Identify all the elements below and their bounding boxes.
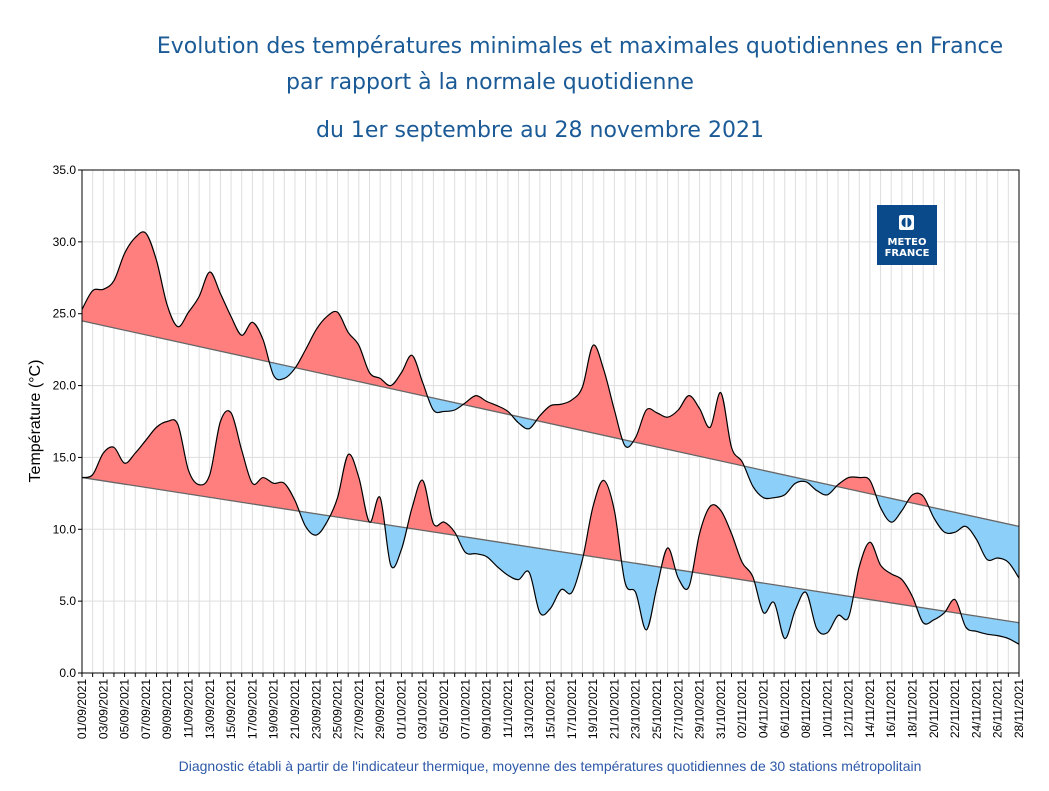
meteo-france-logo: METEO FRANCE [877, 205, 937, 265]
x-axis: 01/09/2021 03/09/2021 05/09/2021 07/09/2021… [75, 673, 1026, 739]
grid [81, 169, 1020, 674]
y-tick-label: 25.0 [53, 307, 77, 321]
x-tick-label: 02/11/2021 [735, 679, 749, 738]
chart-title-line-1: Evolution des températures minimales et … [156, 34, 1004, 59]
normal-line [81, 476, 1020, 624]
x-tick-label: 08/11/2021 [799, 679, 813, 738]
x-tick-label: 13/09/2021 [203, 679, 217, 739]
x-tick-label: 31/10/2021 [714, 679, 728, 739]
x-tick-label: 21/09/2021 [288, 679, 302, 739]
logo-text-line-2: FRANCE [885, 248, 930, 259]
x-tick-label: 28/11/2021 [1012, 679, 1026, 738]
y-tick-label: 0.0 [59, 666, 76, 680]
min-temperature-line [81, 410, 1020, 645]
y-axis-label: Température (°C) [27, 360, 44, 483]
series-lines [81, 231, 1020, 645]
x-tick-label: 11/09/2021 [181, 679, 195, 738]
y-tick-label: 10.0 [53, 522, 77, 536]
logo-text-line-1: METEO [888, 237, 927, 248]
x-tick-label: 23/09/2021 [309, 679, 323, 739]
x-tick-label: 01/09/2021 [75, 679, 89, 739]
x-tick-label: 13/10/2021 [522, 679, 536, 739]
anomaly-areas [82, 231, 1019, 645]
footer-note: Diagnostic établi à partir de l'indicate… [178, 758, 922, 774]
y-tick-label: 20.0 [53, 379, 77, 393]
x-tick-label: 09/09/2021 [160, 679, 174, 739]
x-tick-label: 14/11/2021 [863, 679, 877, 738]
below-normal-area [82, 320, 1019, 579]
x-tick-label: 10/11/2021 [820, 679, 834, 738]
x-tick-label: 17/10/2021 [565, 679, 579, 739]
chart-title-line-2: par rapport à la normale quotidienne [286, 70, 694, 95]
x-tick-label: 21/10/2021 [607, 679, 621, 739]
x-tick-label: 29/09/2021 [373, 679, 387, 739]
x-tick-label: 06/11/2021 [778, 679, 792, 738]
below-normal-area [82, 477, 1019, 645]
x-tick-label: 09/10/2021 [480, 679, 494, 739]
x-tick-label: 20/11/2021 [927, 679, 941, 738]
x-tick-label: 04/11/2021 [756, 679, 770, 738]
x-tick-label: 18/11/2021 [906, 679, 920, 738]
x-tick-label: 07/10/2021 [458, 679, 472, 739]
x-tick-label: 03/09/2021 [96, 679, 110, 739]
max-temperature-line [81, 231, 1020, 579]
chart-subtitle-period: du 1er septembre au 28 novembre 2021 [316, 118, 764, 143]
x-tick-label: 03/10/2021 [416, 679, 430, 739]
normal-line [81, 320, 1020, 528]
x-tick-label: 27/09/2021 [352, 679, 366, 739]
x-tick-label: 17/09/2021 [245, 679, 259, 739]
y-tick-label: 15.0 [53, 450, 77, 464]
x-tick-label: 25/10/2021 [650, 679, 664, 739]
x-tick-label: 11/10/2021 [501, 679, 515, 738]
x-tick-label: 05/09/2021 [118, 679, 132, 739]
y-tick-label: 30.0 [53, 235, 77, 249]
y-tick-label: 35.0 [53, 163, 77, 177]
x-tick-label: 29/10/2021 [693, 679, 707, 739]
x-tick-label: 19/10/2021 [586, 679, 600, 739]
y-tick-label: 5.0 [59, 594, 76, 608]
y-axis: 0.0 5.0 10.0 15.0 20.0 25.0 30.0 35.0 [53, 163, 82, 680]
x-tick-label: 01/10/2021 [394, 679, 408, 739]
x-tick-label: 05/10/2021 [437, 679, 451, 739]
x-tick-label: 26/11/2021 [991, 679, 1005, 738]
x-tick-label: 25/09/2021 [331, 679, 345, 739]
x-tick-label: 12/11/2021 [842, 679, 856, 738]
x-tick-label: 24/11/2021 [969, 679, 983, 738]
x-tick-label: 07/09/2021 [139, 679, 153, 739]
x-tick-label: 19/09/2021 [267, 679, 281, 739]
x-tick-label: 15/09/2021 [224, 679, 238, 739]
x-tick-label: 15/10/2021 [544, 679, 558, 739]
x-tick-label: 16/11/2021 [884, 679, 898, 738]
x-tick-label: 27/10/2021 [671, 679, 685, 739]
x-tick-label: 23/10/2021 [629, 679, 643, 739]
x-tick-label: 22/11/2021 [948, 679, 962, 738]
